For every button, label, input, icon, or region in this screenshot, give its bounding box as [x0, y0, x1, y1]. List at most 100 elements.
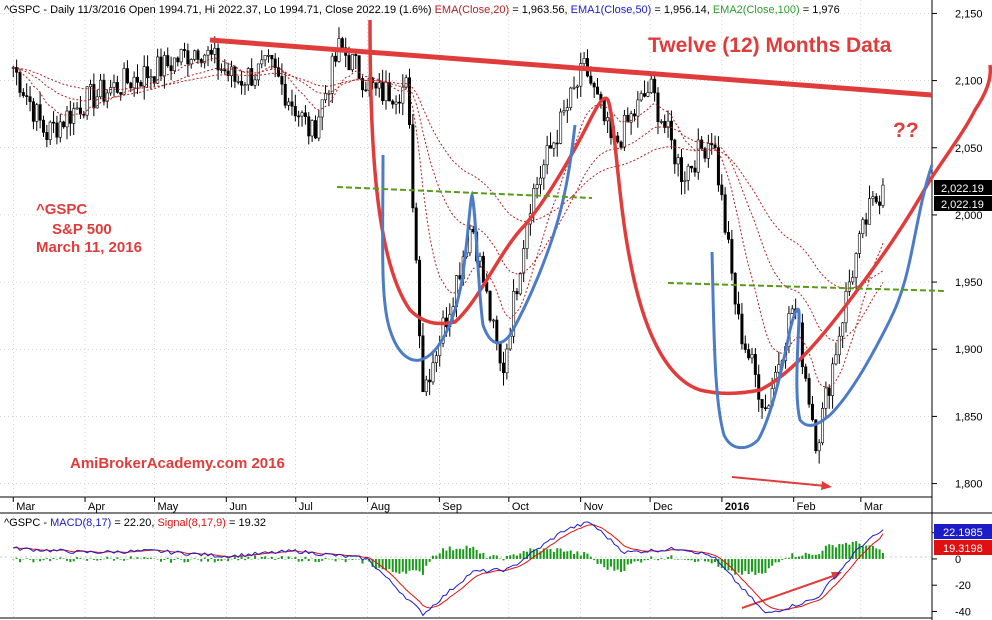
price-bar-body: [555, 142, 559, 145]
macd-histogram-bar: [609, 558, 612, 567]
macd-histogram-bar: [687, 558, 690, 561]
price-bar-body: [525, 223, 529, 249]
macd-value-box: [934, 524, 992, 539]
macd-histogram-bar: [99, 558, 102, 561]
macd-histogram-bar: [176, 557, 179, 559]
price-bar-body: [354, 54, 358, 56]
macd-histogram-bar: [794, 557, 797, 559]
macd-histogram-bar: [593, 558, 596, 561]
price-bar-body: [377, 82, 381, 89]
macd-histogram-bar: [589, 556, 592, 559]
header-ema20-label: EMA(Close,20): [435, 4, 510, 16]
price-bar-body: [632, 113, 636, 117]
month-label: Mar: [16, 501, 35, 513]
price-bar-body: [102, 79, 106, 102]
macd-histogram-bar: [143, 557, 146, 559]
price-bar-body: [716, 147, 720, 186]
macd-histogram-bar: [707, 558, 710, 562]
macd-histogram-bar: [714, 558, 717, 563]
price-bar-body: [240, 81, 244, 86]
macd-histogram-bar: [170, 558, 173, 563]
macd-histogram-bar: [821, 550, 824, 559]
macd-histogram-bar: [751, 558, 753, 572]
macd-histogram-bar: [512, 554, 515, 559]
price-tick-label: 2,000: [955, 210, 983, 222]
macd-histogram-bar: [82, 558, 85, 560]
price-bar-body: [713, 144, 717, 148]
macd-histogram-bar: [123, 558, 126, 561]
price-bar-body: [733, 272, 737, 305]
macd-value: = 22.20,: [114, 517, 157, 529]
price-bar-body: [881, 184, 885, 206]
price-bar-body: [172, 57, 176, 72]
macd-histogram-bar: [757, 558, 760, 573]
signal-value-box-label: 19.3198: [943, 543, 983, 555]
macd-histogram-bar: [640, 558, 643, 563]
macd-histogram-bar: [133, 558, 136, 560]
macd-histogram-bar: [495, 555, 498, 559]
macd-histogram-bar: [59, 557, 62, 559]
macd-histogram-bar: [616, 558, 619, 570]
macd-histogram-bar: [606, 558, 609, 570]
macd-header: ^GSPC - MACD(8,17) = 22.20, Signal(8,17,…: [4, 517, 266, 529]
macd-tick-label: -20: [955, 580, 971, 592]
macd-histogram-bar: [247, 556, 250, 559]
macd-histogram-bar: [344, 558, 347, 563]
macd-histogram-bar: [784, 558, 787, 559]
macd-histogram-bar: [166, 557, 169, 559]
macd-histogram-bar: [254, 555, 257, 559]
macd-histogram-bar: [613, 558, 616, 571]
macd-histogram-bar: [774, 558, 777, 563]
macd-histogram-bar: [200, 558, 203, 562]
price-bar-body: [99, 79, 103, 98]
price-bar-body: [31, 101, 35, 122]
macd-histogram-bar: [787, 557, 790, 559]
price-bar-body: [421, 335, 425, 393]
price-bar-body: [391, 100, 395, 105]
macd-histogram-bar: [290, 558, 293, 560]
price-bar-body: [119, 92, 123, 95]
price-bar-body: [183, 49, 187, 51]
macd-histogram-bar: [301, 558, 304, 562]
macd-tick-label: 0: [955, 554, 961, 566]
price-bar-body: [757, 374, 761, 400]
macd-histogram-bar: [747, 558, 750, 575]
price-bar-body: [841, 322, 845, 337]
price-bar-body: [136, 76, 140, 83]
price-bar-body: [683, 180, 687, 182]
macd-histogram-bar: [522, 551, 525, 559]
price-bar-body: [428, 379, 432, 383]
macd-histogram-bar: [881, 552, 884, 559]
macd-histogram-bar: [294, 557, 297, 559]
price-bar-body: [817, 442, 821, 452]
macd-histogram-bar: [660, 558, 663, 559]
macd-histogram-bar: [374, 558, 377, 569]
macd-histogram-bar: [371, 558, 374, 567]
price-bar-body: [814, 419, 818, 452]
macd-histogram-bar: [264, 556, 267, 559]
price-bar-body: [827, 387, 831, 396]
macd-histogram-bar: [220, 558, 223, 561]
macd-histogram-bar: [314, 558, 317, 563]
price-bar-body: [639, 93, 643, 101]
price-bar-body: [582, 58, 586, 64]
price-bar-body: [753, 354, 757, 375]
price-bar-body: [300, 112, 304, 117]
macd-histogram-bar: [364, 558, 367, 560]
price-bar-body: [575, 85, 579, 88]
price-bar-body: [743, 343, 747, 350]
price-bar-body: [263, 55, 267, 61]
macd-histogram-bar: [848, 544, 851, 559]
macd-histogram-bar: [317, 558, 320, 562]
macd-histogram-bar: [25, 558, 28, 559]
price-bar-body: [737, 303, 741, 315]
macd-histogram-bar: [596, 558, 599, 564]
price-bar-body: [824, 387, 828, 409]
divergence-arrow-price: [731, 476, 827, 487]
macd-histogram-bar: [576, 551, 579, 559]
macd-histogram-bar: [656, 558, 659, 561]
macd-histogram-bar: [381, 558, 384, 570]
macd-histogram-bar: [458, 548, 461, 559]
macd-histogram-bar: [814, 554, 817, 559]
price-bar-body: [878, 201, 882, 206]
